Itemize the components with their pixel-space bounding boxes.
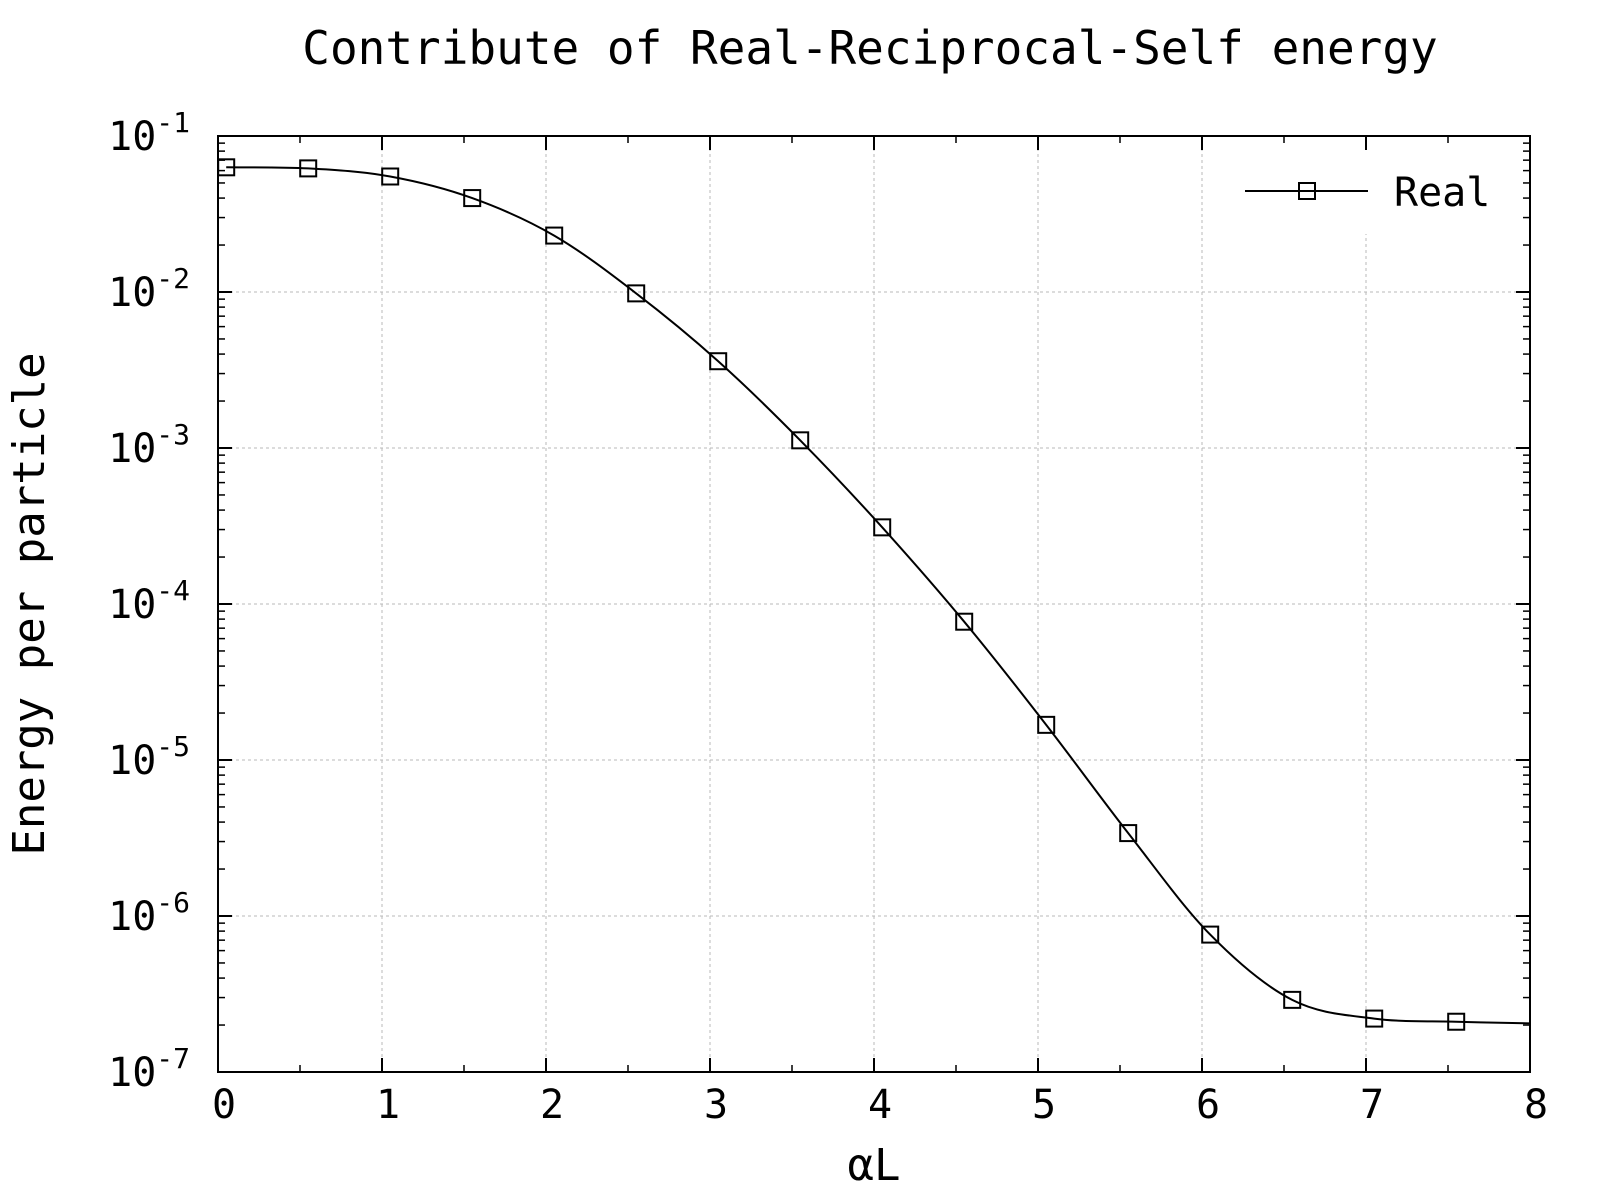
- data-point-real: [709, 352, 728, 371]
- data-point-real: [1283, 990, 1302, 1009]
- x-tick-label: 0: [212, 1082, 236, 1128]
- y-tick-label: 10-3: [108, 418, 190, 472]
- data-point-real: [545, 226, 564, 245]
- x-tick-label: 4: [868, 1082, 892, 1128]
- data-point-real: [1365, 1009, 1384, 1028]
- x-axis-label: αL: [848, 1140, 901, 1191]
- legend-label-real: Real: [1394, 170, 1490, 216]
- y-tick-label: 10-6: [108, 886, 190, 940]
- x-tick-label: 2: [540, 1082, 564, 1128]
- data-point-real: [381, 167, 400, 186]
- plot-frame: [217, 135, 1531, 1073]
- x-tick-label: 1: [376, 1082, 400, 1128]
- x-tick-label: 5: [1032, 1082, 1056, 1128]
- x-tick-label: 3: [704, 1082, 728, 1128]
- y-tick-label: 10-2: [108, 262, 190, 316]
- data-point-real: [873, 518, 892, 537]
- chart-title: Contribute of Real-Reciprocal-Self energ…: [302, 21, 1437, 75]
- data-point-real: [1201, 925, 1220, 944]
- data-point-real: [1037, 715, 1056, 734]
- legend-marker-real: [1298, 182, 1316, 200]
- data-point-real: [955, 612, 974, 631]
- x-tick-labels: 0 1 2 3 4 5 6 7 8: [212, 1082, 1548, 1128]
- data-point-real: [791, 431, 810, 450]
- y-axis-label: Energy per particle: [4, 352, 55, 855]
- data-point-real: [299, 159, 318, 178]
- y-tick-label: 10-4: [108, 574, 190, 628]
- data-point-real: [627, 284, 646, 303]
- grid-lines: [218, 136, 1530, 1072]
- legend: Real: [1232, 150, 1522, 234]
- data-point-real: [1447, 1012, 1466, 1031]
- data-point-real: [463, 189, 482, 208]
- x-tick-label: 6: [1196, 1082, 1220, 1128]
- y-tick-label: 10-7: [108, 1042, 190, 1096]
- x-tick-label: 8: [1524, 1082, 1548, 1128]
- series-layer: [217, 158, 1531, 1031]
- data-point-real: [1119, 824, 1138, 843]
- x-tick-label: 7: [1360, 1082, 1384, 1128]
- y-tick-labels: 10-1 10-2 10-3 10-4 10-5 10-6 10-7: [108, 106, 190, 1096]
- y-tick-label: 10-1: [108, 106, 190, 160]
- y-tick-label: 10-5: [108, 730, 190, 784]
